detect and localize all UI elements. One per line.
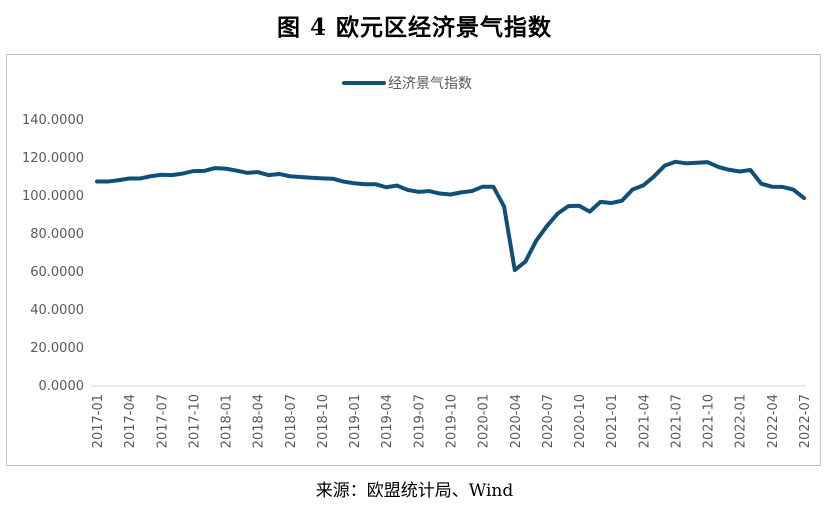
x-axis: 2017-01 2017-04 2017-07 2017-10 2018-01 2018-… [91, 394, 813, 448]
legend-label: 经济景气指数 [388, 76, 472, 92]
x-tick-label: 2020-10 [573, 394, 588, 448]
x-tick-label: 2018-01 [220, 394, 235, 448]
y-tick-label: 140.0000 [22, 113, 84, 128]
x-tick-label: 2022-04 [766, 394, 781, 448]
x-tick-label: 2017-01 [91, 394, 106, 448]
x-tick-label: 2020-04 [509, 394, 524, 448]
x-tick-label: 2019-10 [445, 394, 460, 448]
y-tick-label: 60.0000 [30, 265, 84, 280]
y-tick-label: 40.0000 [30, 303, 84, 318]
x-tick-label: 2017-07 [155, 394, 170, 448]
y-axis: 0.0000 20.0000 40.0000 60.0000 80.0000 100.00… [22, 113, 84, 394]
y-tick-label: 120.0000 [22, 151, 84, 166]
y-tick-label: 20.0000 [30, 341, 84, 356]
x-tick-label: 2019-01 [348, 394, 363, 448]
x-tick-label: 2021-07 [669, 394, 684, 448]
x-tick-label: 2017-04 [123, 394, 138, 448]
chart-frame [6, 54, 821, 466]
x-tick-label: 2021-04 [637, 394, 652, 448]
x-tick-label: 2020-07 [541, 394, 556, 448]
x-tick-label: 2019-07 [412, 394, 427, 448]
legend: 经济景气指数 [342, 76, 472, 92]
y-tick-label: 0.0000 [39, 379, 85, 394]
x-tick-label: 2022-01 [734, 394, 749, 448]
x-tick-label: 2021-01 [605, 394, 620, 448]
line-chart: 经济景气指数 0.0000 20.0000 40.0000 60.0000 80.000… [22, 76, 813, 448]
x-tick-label: 2018-07 [284, 394, 299, 448]
figure-title: 图 4 欧元区经济景气指数 [276, 14, 553, 41]
source-note: 来源：欧盟统计局、Wind [315, 481, 514, 501]
y-tick-label: 100.0000 [22, 189, 84, 204]
y-tick-label: 80.0000 [30, 227, 84, 242]
x-tick-label: 2018-10 [316, 394, 331, 448]
x-tick-label: 2022-07 [798, 394, 813, 448]
x-tick-label: 2017-10 [187, 394, 202, 448]
x-tick-label: 2021-10 [702, 394, 717, 448]
x-tick-label: 2020-01 [477, 394, 492, 448]
series-line-economic-sentiment [95, 159, 806, 273]
x-tick-label: 2018-04 [252, 394, 267, 448]
x-tick-label: 2019-04 [380, 394, 395, 448]
